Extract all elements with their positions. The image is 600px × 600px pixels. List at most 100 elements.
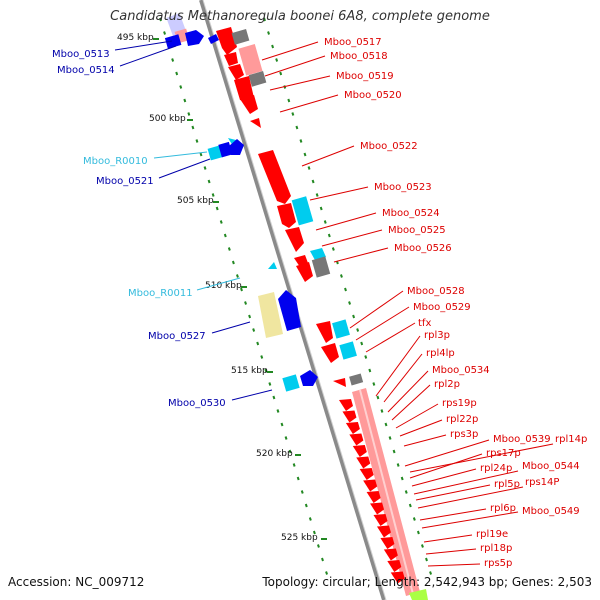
leader-line xyxy=(196,277,241,291)
gene-feature xyxy=(359,389,414,595)
gene-feature[interactable] xyxy=(258,292,283,338)
gene-label[interactable]: rps17p xyxy=(486,448,521,459)
gene-label[interactable]: Mboo_0528 xyxy=(407,286,465,297)
gene-label[interactable]: Mboo_0539 xyxy=(493,434,551,445)
gene-feature[interactable] xyxy=(370,502,385,515)
gene-label[interactable]: rpl3p xyxy=(424,330,450,341)
gene-feature[interactable] xyxy=(185,30,204,46)
gene-label[interactable]: Mboo_0544 xyxy=(522,461,580,472)
gene-feature[interactable] xyxy=(345,422,360,434)
tick-mark xyxy=(304,503,308,508)
gene-feature[interactable] xyxy=(339,399,353,411)
gene-feature[interactable] xyxy=(207,145,224,161)
gene-label[interactable]: Mboo_R0011 xyxy=(128,288,193,299)
gene-feature[interactable] xyxy=(380,537,395,549)
tick-mark xyxy=(263,17,266,22)
gene-label[interactable]: rpl19e xyxy=(476,529,508,540)
gene-feature[interactable] xyxy=(224,52,238,66)
gene-feature[interactable] xyxy=(366,491,381,503)
gene-feature[interactable] xyxy=(359,468,374,480)
gene-feature[interactable] xyxy=(240,95,258,114)
gene-label[interactable]: rpl6p xyxy=(490,503,516,514)
gene-label[interactable]: Mboo_0513 xyxy=(52,49,110,60)
gene-feature[interactable] xyxy=(390,571,405,584)
gene-feature[interactable] xyxy=(164,34,182,49)
gene-feature[interactable] xyxy=(300,370,318,386)
gene-feature[interactable] xyxy=(248,71,267,87)
leader-line xyxy=(413,470,519,495)
tick-mark xyxy=(171,58,175,62)
gene-feature[interactable] xyxy=(282,374,300,392)
gene-feature[interactable] xyxy=(231,29,250,45)
gene-label[interactable]: Mboo_0529 xyxy=(413,302,471,313)
gene-feature[interactable] xyxy=(228,64,244,80)
gene-label[interactable]: Mboo_0526 xyxy=(394,243,452,254)
ribosomal-gene-cluster xyxy=(339,399,405,584)
gene-feature[interactable] xyxy=(376,525,391,538)
gene-label[interactable]: Mboo_0530 xyxy=(168,398,226,409)
gene-feature[interactable] xyxy=(356,456,371,469)
gene-feature[interactable] xyxy=(285,227,304,252)
gene-label[interactable]: Mboo_0523 xyxy=(374,182,432,193)
gene-label[interactable]: Mboo_0549 xyxy=(522,506,580,517)
gene-feature[interactable] xyxy=(321,343,339,363)
tick-mark xyxy=(412,517,416,521)
tick-marks xyxy=(159,17,432,575)
gene-label[interactable]: rps14P xyxy=(525,477,559,488)
gene-label[interactable]: rps3p xyxy=(450,429,478,440)
gene-feature[interactable] xyxy=(316,321,333,343)
gene-feature[interactable] xyxy=(349,433,364,446)
gene-label[interactable]: rpl4lp xyxy=(426,348,455,359)
gene-feature[interactable] xyxy=(352,445,367,457)
gene-feature[interactable] xyxy=(409,589,428,600)
gene-label[interactable]: Mboo_0521 xyxy=(96,176,154,187)
gene-feature[interactable] xyxy=(216,27,237,55)
tick-mark xyxy=(215,206,219,211)
gene-label[interactable]: rps19p xyxy=(442,398,477,409)
gene-feature[interactable] xyxy=(258,150,291,204)
gene-feature[interactable] xyxy=(278,290,301,331)
gene-label[interactable]: Mboo_0518 xyxy=(330,51,388,62)
gene-label[interactable]: rpl5p xyxy=(494,479,520,490)
gene-label[interactable]: Mboo_0514 xyxy=(57,65,115,76)
gene-feature[interactable] xyxy=(349,373,364,386)
gene-label[interactable]: rpl2p xyxy=(434,379,460,390)
gene-label[interactable]: tfx xyxy=(418,318,431,329)
gene-feature[interactable] xyxy=(383,548,398,561)
gene-label[interactable]: Mboo_0524 xyxy=(382,208,440,219)
leader-line xyxy=(423,534,473,543)
gene-feature[interactable] xyxy=(218,141,233,158)
gene-feature[interactable] xyxy=(387,560,402,572)
gene-label[interactable]: Mboo_0519 xyxy=(336,71,394,82)
gene-label[interactable]: rpl24p xyxy=(480,463,512,474)
gene-feature[interactable] xyxy=(291,196,314,226)
gene-feature[interactable] xyxy=(363,479,378,492)
gene-label[interactable]: Mboo_0522 xyxy=(360,141,418,152)
gene-label[interactable]: rps5p xyxy=(484,558,512,569)
gene-feature[interactable] xyxy=(277,203,296,228)
gene-feature[interactable] xyxy=(339,341,357,360)
gene-feature[interactable] xyxy=(229,139,244,155)
gene-feature[interactable] xyxy=(208,34,219,44)
gene-feature[interactable] xyxy=(333,378,346,387)
gene-label[interactable]: rpl14p xyxy=(555,434,587,445)
gene-feature[interactable] xyxy=(332,319,350,339)
gene-feature[interactable] xyxy=(373,514,388,526)
gene-label[interactable]: rpl18p xyxy=(480,543,512,554)
leader-line xyxy=(315,212,377,231)
gene-label[interactable]: Mboo_R0010 xyxy=(83,156,148,167)
gene-label[interactable]: Mboo_0517 xyxy=(324,37,382,48)
gene-feature[interactable] xyxy=(311,256,331,278)
gene-feature[interactable] xyxy=(238,44,263,76)
leader-line xyxy=(383,353,423,403)
gene-feature[interactable] xyxy=(268,262,277,269)
gene-label[interactable]: Mboo_0527 xyxy=(148,331,206,342)
gene-label[interactable]: Mboo_0534 xyxy=(432,365,490,376)
gene-feature[interactable] xyxy=(234,76,254,102)
gene-label[interactable]: rpl22p xyxy=(446,414,478,425)
gene-label[interactable]: Mboo_0520 xyxy=(344,90,402,101)
gene-feature[interactable] xyxy=(296,262,313,282)
gene-feature[interactable] xyxy=(342,410,357,423)
gene-feature[interactable] xyxy=(250,118,261,128)
gene-label[interactable]: Mboo_0525 xyxy=(388,225,446,236)
